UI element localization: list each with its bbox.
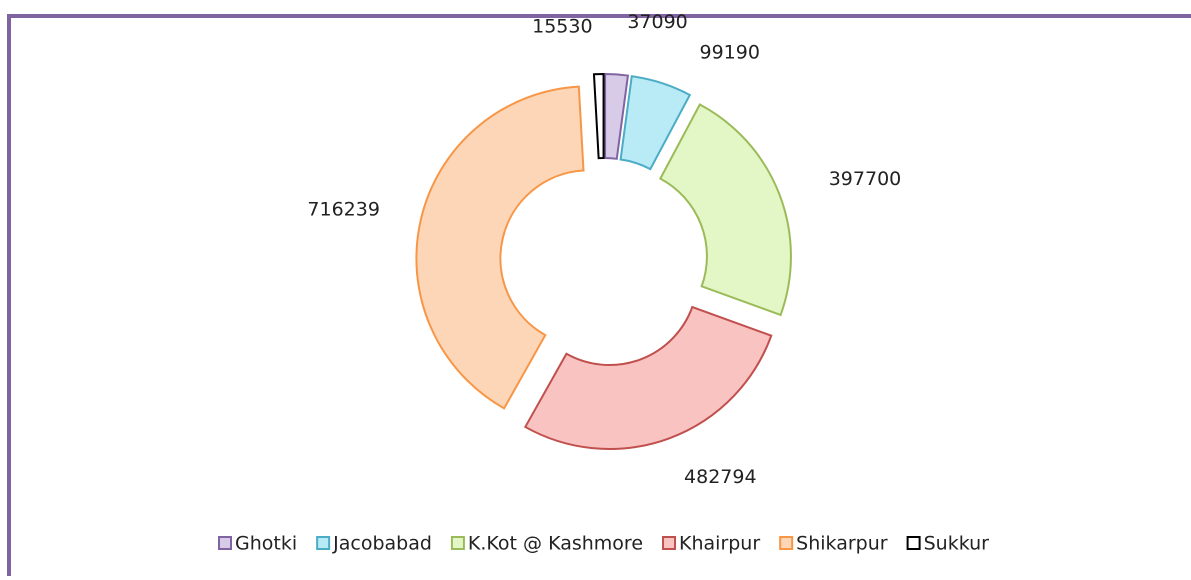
- legend-swatch: [779, 536, 794, 550]
- legend-label: Shikarpur: [796, 533, 888, 555]
- data-label: 482794: [684, 466, 757, 488]
- donut-segment: [619, 75, 692, 171]
- legend-swatch: [906, 536, 921, 550]
- donut-segment: [415, 85, 585, 410]
- legend-swatch: [450, 536, 465, 550]
- donut-segment: [604, 73, 630, 160]
- legend-label: Sukkur: [924, 533, 990, 555]
- frame: [7, 14, 1191, 576]
- data-label: 15530: [532, 16, 592, 38]
- data-label: 716239: [307, 198, 380, 220]
- donut-segment: [592, 73, 605, 160]
- legend-swatch: [316, 536, 331, 550]
- legend-swatch: [218, 536, 233, 550]
- legend-label: Ghotki: [235, 533, 297, 555]
- donut-segment: [523, 305, 773, 450]
- legend-label: K.Kot @ Kashmore: [468, 533, 643, 555]
- legend-swatch: [662, 536, 677, 550]
- legend-label: Jacobabad: [332, 533, 432, 555]
- data-label: 397700: [829, 168, 902, 190]
- donut-segment: [658, 103, 792, 317]
- data-label: 37090: [627, 11, 687, 33]
- data-label: 99190: [699, 42, 759, 64]
- legend-label: Khairpur: [679, 533, 760, 555]
